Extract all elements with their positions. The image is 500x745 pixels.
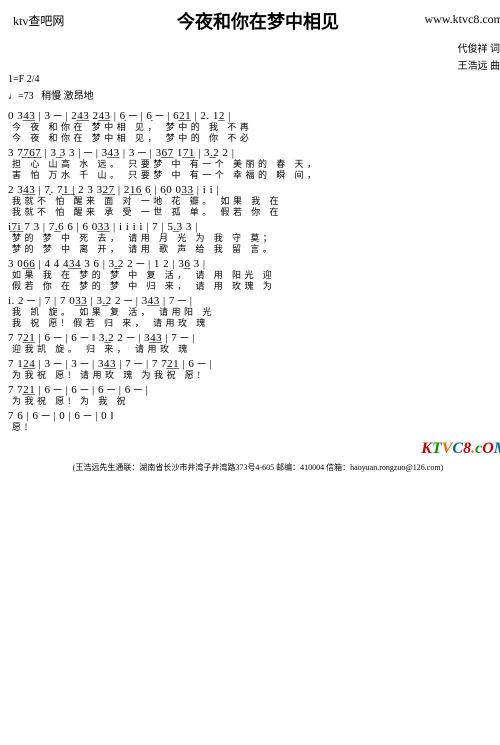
notation-line: 7 7͟2͟1 | 6 ─ | 6 ─ | 6 ─ | 6 ─ |	[8, 382, 500, 396]
lyric-line-alt: 我 祝 愿! 假若 归 来， 请用玫 瑰	[8, 319, 500, 328]
lyric-line: 我 凯 旋。 如果 复 活， 请用阳 光	[8, 308, 500, 317]
lyric-line: 梦的 梦 中 死 去， 请用 月 光 为 我 守 莫；	[8, 234, 500, 243]
lyric-line: 担 心 山高 水 远。 只要梦 中 有一个 美丽的 春 天，	[8, 160, 500, 169]
lyric-line-alt: 害 怕 万水 千 山。 只要梦 中 有一个 幸福的 瞬 间，	[8, 171, 500, 180]
lyric-line-alt: 今 夜 和你在 梦中相 见， 梦中的 你 不必	[8, 134, 500, 143]
lyric-line-alt: 梦的 梦 中 离 开， 请用 歌 声 给 我 留 言。	[8, 245, 500, 254]
lyric-line: 为我祝 愿! 为 我 祝	[8, 397, 500, 406]
notation-line: 2 3͟4͟3 | 7̣. 7̣͟1͟ | 2 3 3͟2͟7̣ | 2͟1͟6…	[8, 182, 500, 196]
footer-credits: (王浩远先生通联：湖南省长沙市井湾子井湾路373号4-605 邮编：410004…	[8, 462, 500, 473]
notation-line: 7 6 | 6 ─ | 0 | 6 ─ | 0 ‖	[8, 408, 500, 422]
notation-line: 3 0͟6͟6 | 4 4 4͟3͟4 3 6 | 3͟.2 2 ─ | 1 2…	[8, 256, 500, 270]
notation-line: 0 3͟4͟3 | 3 ─ | 2͟4͟3 2͟4͟3 | 6̣ ─ | 6̣ …	[8, 108, 500, 122]
notation-line: 3 7̣͟7̣͟6̣͟7̣ | 3͟ 3 3 | ─ | 3͟4͟3 | 3 ─…	[8, 145, 500, 159]
notation-line: 7 1͟2͟4 | 3 ─ | 3 ─ | 3͟4͟3 | 7 ─ | 7 7͟…	[8, 356, 500, 370]
lyric-line: 今 夜 和你在 梦中相 见， 梦中的 我 不再	[8, 123, 500, 132]
site-logo: KTVC8.cOM	[8, 440, 500, 458]
score-body: 0 3͟4͟3 | 3 ─ | 2͟4͟3 2͟4͟3 | 6̣ ─ | 6̣ …	[8, 108, 500, 432]
lyric-line-alt: 假若 你 在 梦的 梦 中 归 来， 请 用 玫瑰 为	[8, 282, 500, 291]
lyric-line: 为我祝 愿! 请用玫 瑰 为我祝 愿!	[8, 371, 500, 380]
notation-line: i͟7͟i 7 3 | 7͟.6 6 | 6 0͟3͟3 | i i i i |…	[8, 219, 500, 233]
notation-line: 7 7͟2͟1 | 6 ─ | 6 ─ ‖ 3͟.2 2 ─ | 3͟4͟3 |…	[8, 330, 500, 344]
site-right: www.ktvc8.com	[424, 12, 500, 27]
lyric-line: 愿!	[8, 423, 500, 432]
lyric-line: 迎我凯 旋。 归 来， 请用玫 瑰	[8, 345, 500, 354]
lyricist: 代俊祥 词	[8, 40, 500, 55]
lyric-line: 我就不 怕 醒来 面 对 一地 花 瓣。 如果 我 在	[8, 197, 500, 206]
lyric-line-alt: 我就不 怕 醒来 承 受 一世 孤 单。 假若 你 在	[8, 208, 500, 217]
composer: 王浩远 曲	[8, 57, 500, 72]
style-mark: 稍慢 激昂地	[41, 91, 94, 102]
time-sig: 2/4	[27, 74, 40, 85]
lyric-line: 如果 我 在 梦的 梦 中 复 活， 请 用 阳光 迎	[8, 271, 500, 280]
tempo-mark: ♩=73	[8, 91, 34, 102]
key-sig: 1=F	[8, 74, 24, 85]
notation-line: i. 2 ─ | 7 | 7 0͟3͟3 | 3͟.2 2 ─ | 3͟4͟3 …	[8, 293, 500, 307]
